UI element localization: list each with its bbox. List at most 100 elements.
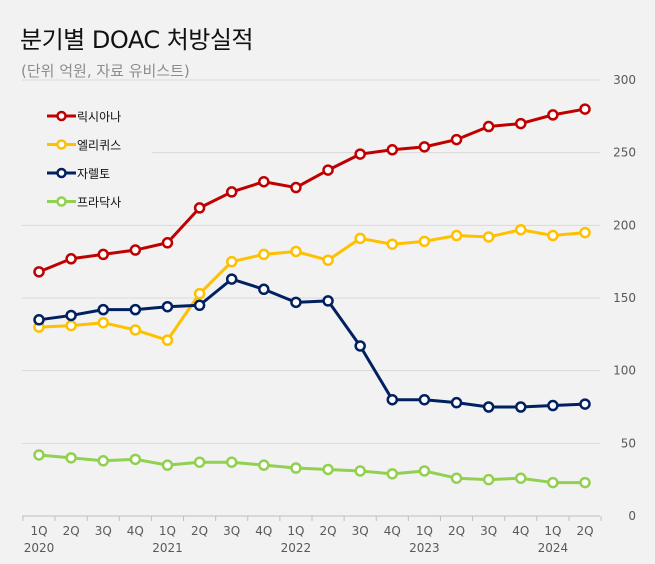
data-point — [129, 303, 142, 316]
data-point — [290, 462, 302, 474]
data-point — [65, 309, 77, 322]
chart-subtitle: (단위 억원, 자료 유비스트) — [21, 62, 190, 80]
data-point — [386, 144, 399, 156]
data-point — [258, 459, 270, 471]
data-point — [33, 266, 45, 278]
x-tick-label: 2Q — [576, 524, 593, 538]
x-tick-label: 4Q — [255, 524, 272, 538]
data-point — [515, 472, 527, 484]
x-tick-label: 3Q — [480, 524, 497, 538]
y-tick-label: 200 — [613, 218, 636, 232]
y-tick-label: 150 — [613, 291, 636, 305]
data-point — [97, 455, 109, 467]
data-point — [354, 340, 366, 352]
data-point — [450, 133, 463, 146]
x-tick-label: 2Q — [448, 524, 465, 538]
data-point — [386, 238, 399, 250]
data-point — [482, 120, 495, 133]
data-point — [547, 229, 559, 242]
data-point — [450, 396, 463, 409]
legend-label: 자렐토 — [77, 167, 110, 181]
data-point — [515, 223, 527, 236]
data-point — [225, 255, 238, 268]
data-point — [482, 401, 495, 413]
chart-title: 분기별 DOAC 처방실적 — [20, 26, 254, 54]
data-point — [161, 459, 174, 471]
data-point — [354, 465, 366, 477]
data-point — [450, 229, 463, 242]
y-tick-label: 100 — [613, 364, 636, 378]
data-point — [290, 181, 302, 194]
data-point — [354, 232, 366, 245]
x-tick-label: 1Q — [30, 524, 47, 538]
data-point — [322, 164, 334, 176]
data-point — [65, 319, 77, 332]
data-point — [258, 248, 270, 261]
data-point — [225, 273, 238, 285]
data-point — [33, 449, 45, 461]
legend-marker — [56, 139, 67, 150]
data-point — [579, 476, 591, 489]
data-point — [258, 283, 270, 296]
data-point — [386, 393, 399, 406]
y-tick-label: 300 — [613, 73, 636, 87]
data-point — [547, 399, 559, 412]
x-year-label: 2022 — [281, 541, 312, 555]
data-point — [322, 295, 334, 307]
x-tick-label: 1Q — [287, 524, 304, 538]
legend-label: 엘리퀴스 — [77, 139, 121, 153]
data-point — [290, 296, 302, 309]
data-point — [193, 456, 206, 468]
data-point — [579, 226, 591, 239]
data-point — [129, 324, 142, 336]
data-point — [193, 202, 206, 214]
data-point — [322, 254, 334, 266]
data-point — [161, 237, 174, 249]
data-point — [547, 476, 559, 489]
x-tick-label: 1Q — [544, 524, 561, 538]
data-point — [193, 299, 206, 312]
x-tick-label: 1Q — [159, 524, 176, 538]
data-point — [579, 398, 591, 410]
data-point — [515, 117, 527, 130]
legend-label: 릭시아나 — [77, 110, 121, 124]
data-point — [97, 248, 109, 261]
legend-marker — [56, 196, 67, 207]
data-point — [354, 148, 366, 160]
data-point — [482, 473, 495, 486]
data-point — [579, 103, 591, 115]
series-line-엘리퀴스 — [38, 228, 586, 342]
data-point — [129, 453, 142, 466]
x-year-label: 2023 — [409, 541, 440, 555]
x-year-label: 2021 — [152, 541, 183, 555]
x-tick-label: 3Q — [352, 524, 369, 538]
data-point — [33, 314, 45, 326]
data-point — [161, 300, 174, 313]
y-tick-label: 0 — [628, 509, 636, 523]
x-tick-label: 3Q — [223, 524, 240, 538]
data-point — [482, 231, 495, 243]
x-tick-label: 4Q — [127, 524, 144, 538]
legend-marker — [56, 167, 67, 179]
data-point — [418, 465, 431, 477]
series-line-프라닥사 — [38, 453, 585, 485]
data-point — [65, 253, 77, 265]
data-point — [290, 245, 302, 258]
x-year-label: 2024 — [538, 541, 569, 555]
data-point — [515, 401, 527, 413]
data-point — [547, 109, 559, 121]
data-point — [386, 468, 399, 480]
data-point — [193, 287, 206, 300]
data-point — [418, 141, 431, 153]
data-point — [65, 452, 77, 464]
legend-marker — [56, 110, 67, 122]
y-tick-label: 50 — [621, 436, 636, 450]
data-point — [418, 235, 431, 248]
data-point — [258, 175, 270, 188]
data-point — [418, 393, 431, 406]
data-point — [225, 186, 238, 198]
x-tick-label: 2Q — [63, 524, 80, 538]
y-tick-label: 250 — [613, 146, 636, 160]
